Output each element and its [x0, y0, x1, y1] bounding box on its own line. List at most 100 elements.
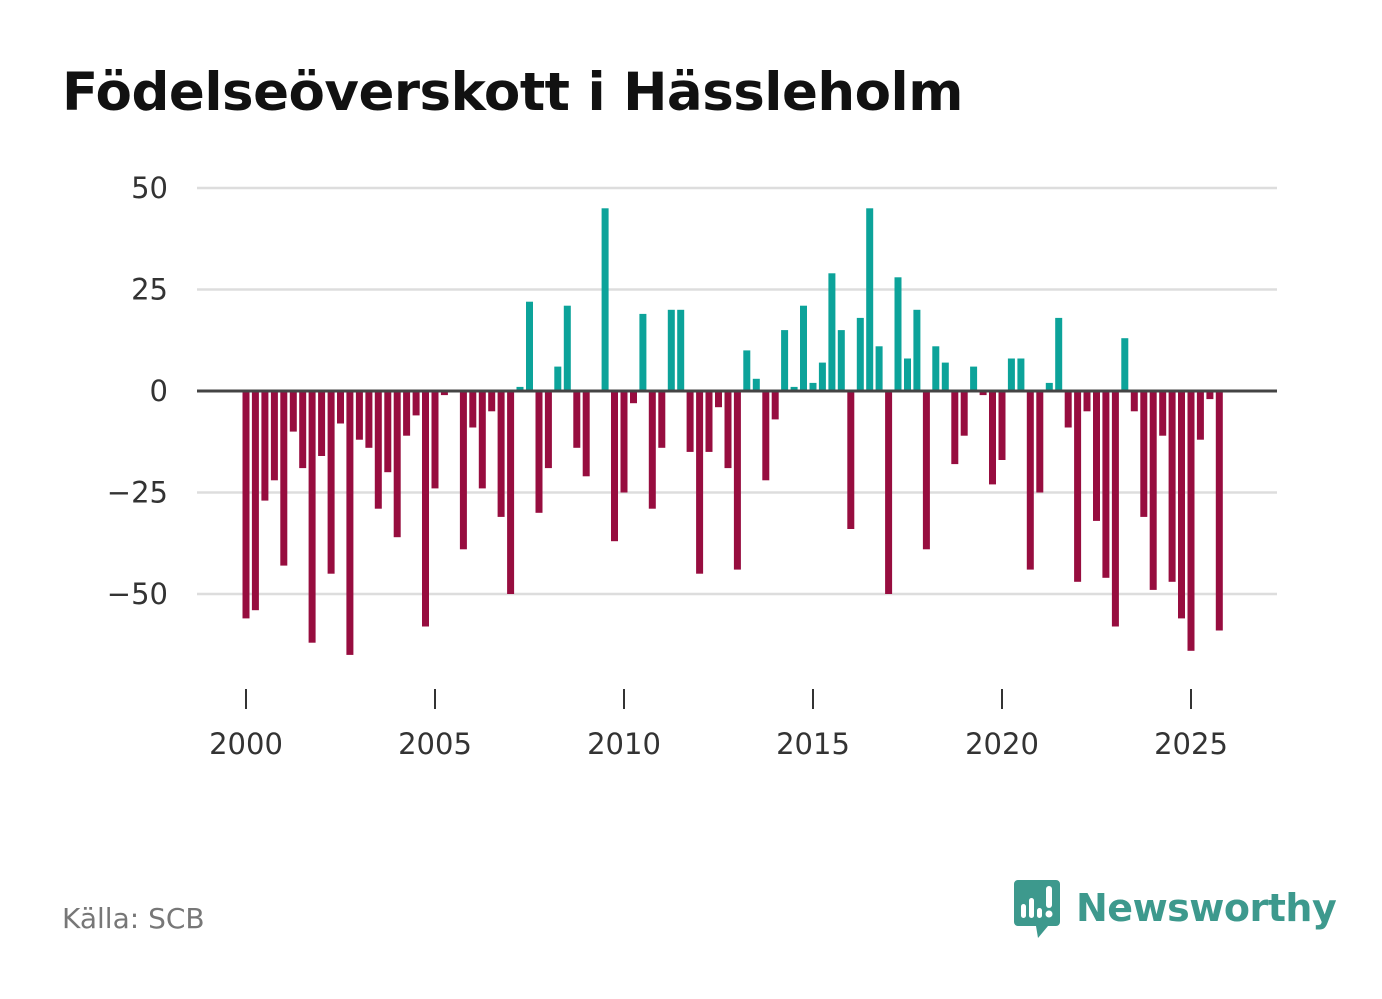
bar	[658, 391, 666, 448]
bar	[790, 386, 798, 391]
bar	[639, 313, 647, 391]
bar	[875, 346, 883, 391]
bar	[733, 391, 741, 570]
bar	[696, 391, 704, 574]
bar	[1102, 391, 1110, 578]
bar	[686, 391, 694, 452]
y-tick-label: 50	[131, 171, 168, 205]
bar	[365, 391, 373, 448]
bar	[913, 309, 921, 391]
bar	[894, 277, 902, 391]
bar	[837, 330, 845, 391]
bar	[979, 391, 987, 396]
bar	[308, 391, 316, 643]
bar	[1064, 391, 1072, 428]
bar	[677, 309, 685, 391]
x-tick-label: 2010	[587, 727, 661, 761]
bar	[242, 391, 250, 619]
y-tick-label: 0	[150, 374, 168, 408]
bar	[1111, 391, 1119, 627]
bar	[403, 391, 411, 436]
bar	[856, 317, 864, 391]
bar	[337, 391, 344, 424]
x-tick-label: 2000	[209, 727, 283, 761]
bar	[327, 391, 335, 574]
bar	[648, 391, 656, 509]
bar	[280, 391, 288, 566]
bar	[459, 391, 467, 550]
bar	[951, 391, 959, 465]
y-tick-label: −50	[107, 577, 168, 611]
x-axis: 2000 2005 2010 2015 2020 2025	[209, 689, 1228, 761]
source-note: Källa: SCB	[62, 902, 205, 935]
bar	[384, 391, 392, 473]
bar	[318, 391, 326, 456]
bar	[1017, 358, 1025, 391]
bar	[554, 366, 562, 391]
bar	[611, 391, 618, 542]
bar	[922, 391, 930, 550]
bar	[989, 391, 996, 485]
bar	[1055, 317, 1063, 391]
bar	[1140, 391, 1148, 517]
bars	[242, 208, 1223, 655]
bar	[781, 330, 789, 391]
bar	[270, 391, 278, 481]
bar	[932, 346, 940, 391]
bar	[904, 358, 911, 391]
bar	[535, 391, 543, 513]
bar	[620, 391, 628, 493]
bar	[422, 391, 429, 627]
bar	[809, 382, 817, 391]
bar	[516, 386, 524, 391]
bar	[1130, 391, 1138, 412]
y-tick-label: −25	[107, 476, 168, 510]
x-tick-label: 2025	[1154, 727, 1228, 761]
bar	[261, 391, 269, 501]
brand-logo: Newsworthy	[1012, 876, 1337, 940]
bar	[1196, 391, 1204, 440]
bar	[355, 391, 363, 440]
x-tick-label: 2005	[398, 727, 472, 761]
bar	[1083, 391, 1091, 412]
y-axis-labels: 50 25 0 −25 −50	[107, 171, 168, 611]
bar	[1045, 382, 1053, 391]
bar	[743, 350, 751, 391]
bar	[346, 391, 354, 655]
bar	[478, 391, 486, 489]
bar	[1074, 391, 1082, 582]
newsworthy-logo-icon	[1014, 880, 1060, 938]
bar	[998, 391, 1006, 460]
bar	[497, 391, 505, 517]
bar	[724, 391, 732, 469]
bar	[1121, 338, 1129, 391]
bar	[828, 273, 836, 391]
bar	[440, 391, 448, 396]
bar	[1026, 391, 1034, 570]
bar	[469, 391, 477, 428]
bar	[251, 391, 259, 611]
bar	[299, 391, 307, 469]
bar	[1036, 391, 1044, 493]
bar	[1007, 358, 1015, 391]
bar	[667, 309, 675, 391]
bar	[544, 391, 552, 469]
bar	[573, 391, 581, 448]
bar	[1206, 391, 1214, 400]
bar	[289, 391, 297, 432]
x-tick-label: 2020	[965, 727, 1039, 761]
brand-name: Newsworthy	[1076, 886, 1337, 930]
chart-title: Födelseöverskott i Hässleholm	[62, 62, 963, 123]
bar	[1149, 391, 1157, 590]
bar	[1168, 391, 1176, 582]
bar	[374, 391, 382, 509]
bar	[563, 305, 571, 391]
bar	[847, 391, 855, 529]
bar	[866, 208, 874, 391]
bar	[582, 391, 590, 477]
bar	[970, 366, 978, 391]
bar	[1178, 391, 1185, 619]
x-tick-label: 2015	[776, 727, 850, 761]
bar	[431, 391, 439, 489]
bar	[630, 391, 637, 404]
